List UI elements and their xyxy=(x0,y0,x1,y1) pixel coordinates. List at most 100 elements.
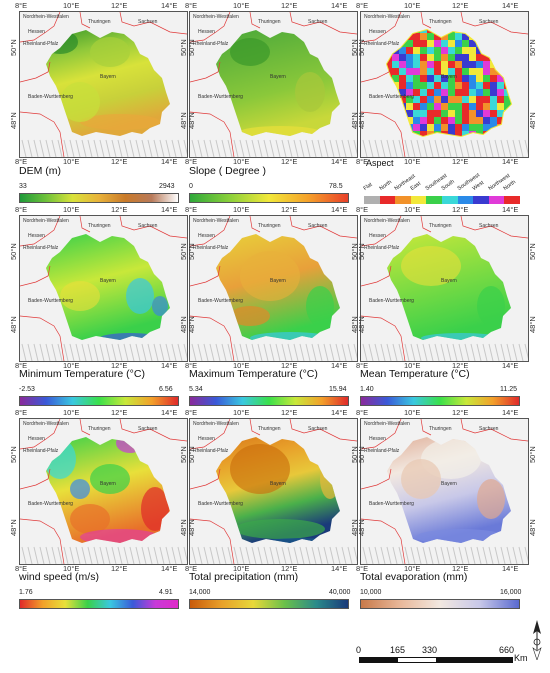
label-hessen: Hessen xyxy=(198,29,215,35)
y-tick-label: 50°N xyxy=(9,446,18,463)
label-hessen: Hessen xyxy=(369,436,386,442)
label-baden: Baden-Wurttemberg xyxy=(369,94,414,100)
y-tick-label: 48°N xyxy=(9,112,18,129)
legend-title: DEM (m) xyxy=(19,165,61,177)
label-bayern: Bayern xyxy=(100,481,116,487)
x-tick-label: 12°E xyxy=(452,361,469,370)
legend-color-bar xyxy=(189,396,349,406)
x-tick-label: 12°E xyxy=(281,361,298,370)
label-nordrhein: Nordrhein-Westfalen xyxy=(364,421,410,427)
x-tick-label: 8°E xyxy=(15,205,28,214)
legend-max-label: 15.94 xyxy=(329,386,347,393)
scale-label-165: 165 xyxy=(390,645,406,655)
aspect-swatch xyxy=(364,196,380,204)
x-tick-label: 10°E xyxy=(233,361,250,370)
label-thuringen: Thuringen xyxy=(88,19,111,25)
aspect-class-label: North xyxy=(378,179,393,192)
x-tick-label: 10°E xyxy=(233,564,250,573)
x-tick-label: 8°E xyxy=(185,157,198,166)
legend-title: Maximum Temperature (°C) xyxy=(189,368,318,380)
x-tick-label: 14°E xyxy=(161,564,178,573)
x-tick-label: 12°E xyxy=(111,408,128,417)
aspect-swatch xyxy=(457,196,474,204)
x-tick-label: 8°E xyxy=(356,1,369,10)
aspect-class-label: Flat xyxy=(362,181,374,192)
legend-min-label: 10,000 xyxy=(360,589,382,596)
x-tick-label: 12°E xyxy=(281,157,298,166)
label-rheinland: Rheinland-Pfalz xyxy=(23,245,59,251)
y-tick-label: 50°N xyxy=(179,39,188,56)
label-bayern: Bayern xyxy=(270,74,286,80)
x-tick-label: 10°E xyxy=(63,564,80,573)
x-tick-label: 8°E xyxy=(15,361,28,370)
x-tick-label: 14°E xyxy=(502,408,519,417)
label-thuringen: Thuringen xyxy=(429,426,452,432)
legend-min-label: 1.76 xyxy=(19,589,33,596)
x-tick-label: 12°E xyxy=(111,564,128,573)
y-tick-label: 48°N xyxy=(179,112,188,129)
y-tick-label: 50°N xyxy=(528,446,537,463)
x-tick-label: 14°E xyxy=(331,564,348,573)
aspect-swatch xyxy=(379,196,396,204)
label-nordrhein: Nordrhein-Westfalen xyxy=(23,218,69,224)
label-hessen: Hessen xyxy=(369,29,386,35)
x-tick-label: 14°E xyxy=(502,205,519,214)
x-tick-label: 14°E xyxy=(161,157,178,166)
x-tick-label: 10°E xyxy=(233,157,250,166)
y-tick-label: 48°N xyxy=(9,519,18,536)
label-hessen: Hessen xyxy=(28,233,45,239)
label-rheinland: Rheinland-Pfalz xyxy=(193,245,229,251)
legend-max-label: 78.5 xyxy=(329,183,343,190)
x-tick-label: 14°E xyxy=(502,361,519,370)
x-tick-label: 10°E xyxy=(233,408,250,417)
label-bayern: Bayern xyxy=(270,481,286,487)
label-baden: Baden-Wurttemberg xyxy=(198,298,243,304)
aspect-swatch xyxy=(442,196,458,204)
y-tick-label: 48°N xyxy=(9,316,18,333)
legend-title: Total evaporation (mm) xyxy=(360,571,468,583)
y-tick-label: 50°N xyxy=(187,39,196,56)
x-tick-label: 12°E xyxy=(281,564,298,573)
x-tick-label: 12°E xyxy=(452,205,469,214)
legend-max-label: 4.91 xyxy=(159,589,173,596)
label-thuringen: Thuringen xyxy=(258,223,281,229)
north-arrow-icon xyxy=(532,620,542,661)
x-tick-label: 10°E xyxy=(233,205,250,214)
x-tick-label: 10°E xyxy=(63,361,80,370)
x-tick-label: 8°E xyxy=(185,361,198,370)
x-tick-label: 8°E xyxy=(185,564,198,573)
x-tick-label: 14°E xyxy=(161,1,178,10)
label-thuringen: Thuringen xyxy=(258,426,281,432)
label-rheinland: Rheinland-Pfalz xyxy=(193,448,229,454)
x-tick-label: 8°E xyxy=(185,408,198,417)
label-baden: Baden-Wurttemberg xyxy=(369,298,414,304)
label-bayern: Bayern xyxy=(270,278,286,284)
legend-color-bar xyxy=(19,396,179,406)
aspect-swatch xyxy=(410,196,427,204)
aspect-swatch xyxy=(473,196,489,204)
y-tick-label: 50°N xyxy=(179,446,188,463)
y-tick-label: 48°N xyxy=(187,112,196,129)
legend-title: Slope ( Degree ) xyxy=(189,165,267,177)
x-tick-label: 10°E xyxy=(404,205,421,214)
x-tick-label: 8°E xyxy=(356,361,369,370)
legend-min-label: 14,000 xyxy=(189,589,211,596)
x-tick-label: 10°E xyxy=(233,1,250,10)
x-tick-label: 8°E xyxy=(15,408,28,417)
y-tick-label: 50°N xyxy=(187,243,196,260)
x-tick-label: 12°E xyxy=(452,157,469,166)
label-rheinland: Rheinland-Pfalz xyxy=(193,41,229,47)
y-tick-label: 50°N xyxy=(179,243,188,260)
label-bayern: Bayern xyxy=(441,278,457,284)
x-tick-label: 10°E xyxy=(63,408,80,417)
x-tick-label: 12°E xyxy=(452,564,469,573)
y-tick-label: 48°N xyxy=(528,112,537,129)
max-temperature-map-panel: Nordrhein-Westfalen Thuringen Sachsen Hesse… xyxy=(189,215,358,362)
x-tick-label: 8°E xyxy=(15,157,28,166)
y-tick-label: 48°N xyxy=(350,112,359,129)
aspect-color-strip xyxy=(364,196,520,204)
dem-map-panel: Nordrhein-Westfalen Thuringen Sachsen Hesse… xyxy=(19,11,188,158)
label-hessen: Hessen xyxy=(198,233,215,239)
x-tick-label: 10°E xyxy=(404,157,421,166)
x-tick-label: 10°E xyxy=(404,1,421,10)
